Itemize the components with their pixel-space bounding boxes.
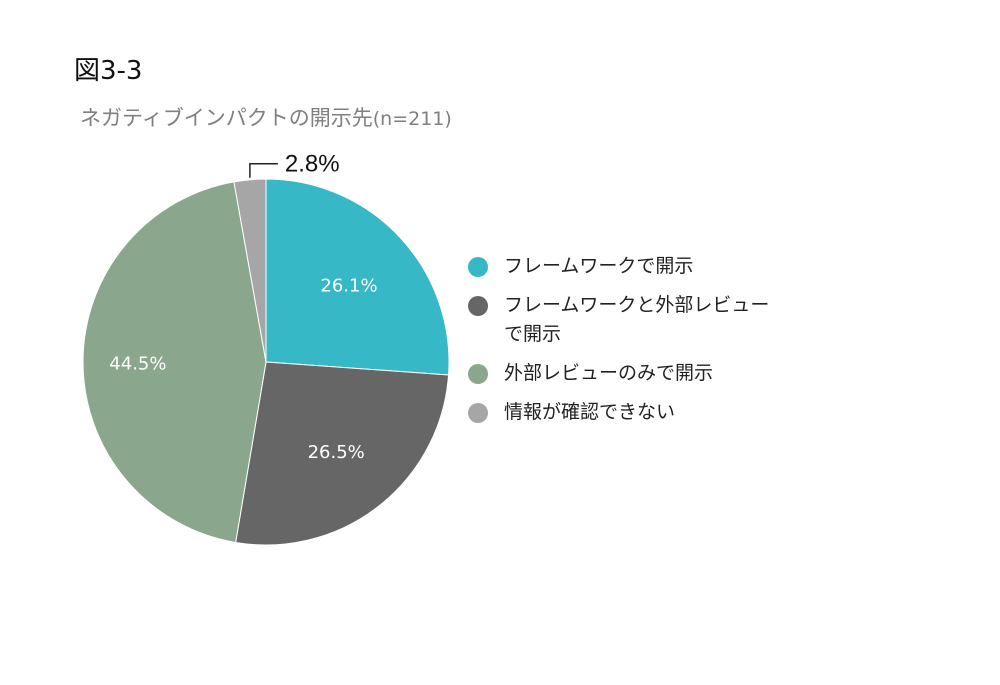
slice-data-label: 26.1% — [320, 276, 377, 297]
pie-slice — [235, 361, 450, 546]
slice-data-label: 44.5% — [109, 354, 166, 375]
legend-marker — [468, 403, 488, 423]
legend-item: 外部レビューのみで開示 — [468, 359, 794, 388]
pie-slice — [233, 178, 267, 363]
legend-label: 情報が確認できない — [504, 401, 676, 423]
slice-data-label: 26.5% — [308, 442, 365, 463]
chart-subtitle: ネガティブインパクトの開示先(n=211) — [80, 102, 452, 132]
legend-marker — [468, 296, 488, 316]
legend-item: 情報が確認できない — [468, 398, 794, 427]
chart-legend: フレームワークで開示フレームワークと外部レビュー で開示外部レビューのみで開示情… — [468, 252, 794, 437]
legend-label: フレームワークで開示 — [504, 255, 694, 277]
slice-data-label: 2.8% — [285, 151, 340, 178]
pie-slice — [82, 181, 267, 544]
callout-leader-line — [249, 162, 278, 178]
legend-item: フレームワークで開示 — [468, 252, 794, 281]
sample-size: (n=211) — [372, 108, 452, 130]
legend-label: フレームワークと外部レビュー で開示 — [504, 294, 770, 345]
legend-item: フレームワークと外部レビュー で開示 — [468, 291, 794, 349]
legend-marker — [468, 257, 488, 277]
subtitle-text: ネガティブインパクトの開示先 — [80, 106, 373, 130]
legend-label: 外部レビューのみで開示 — [504, 362, 714, 384]
figure-label: 図3-3 — [74, 56, 143, 86]
pie-slice — [265, 178, 450, 376]
legend-marker — [468, 364, 488, 384]
